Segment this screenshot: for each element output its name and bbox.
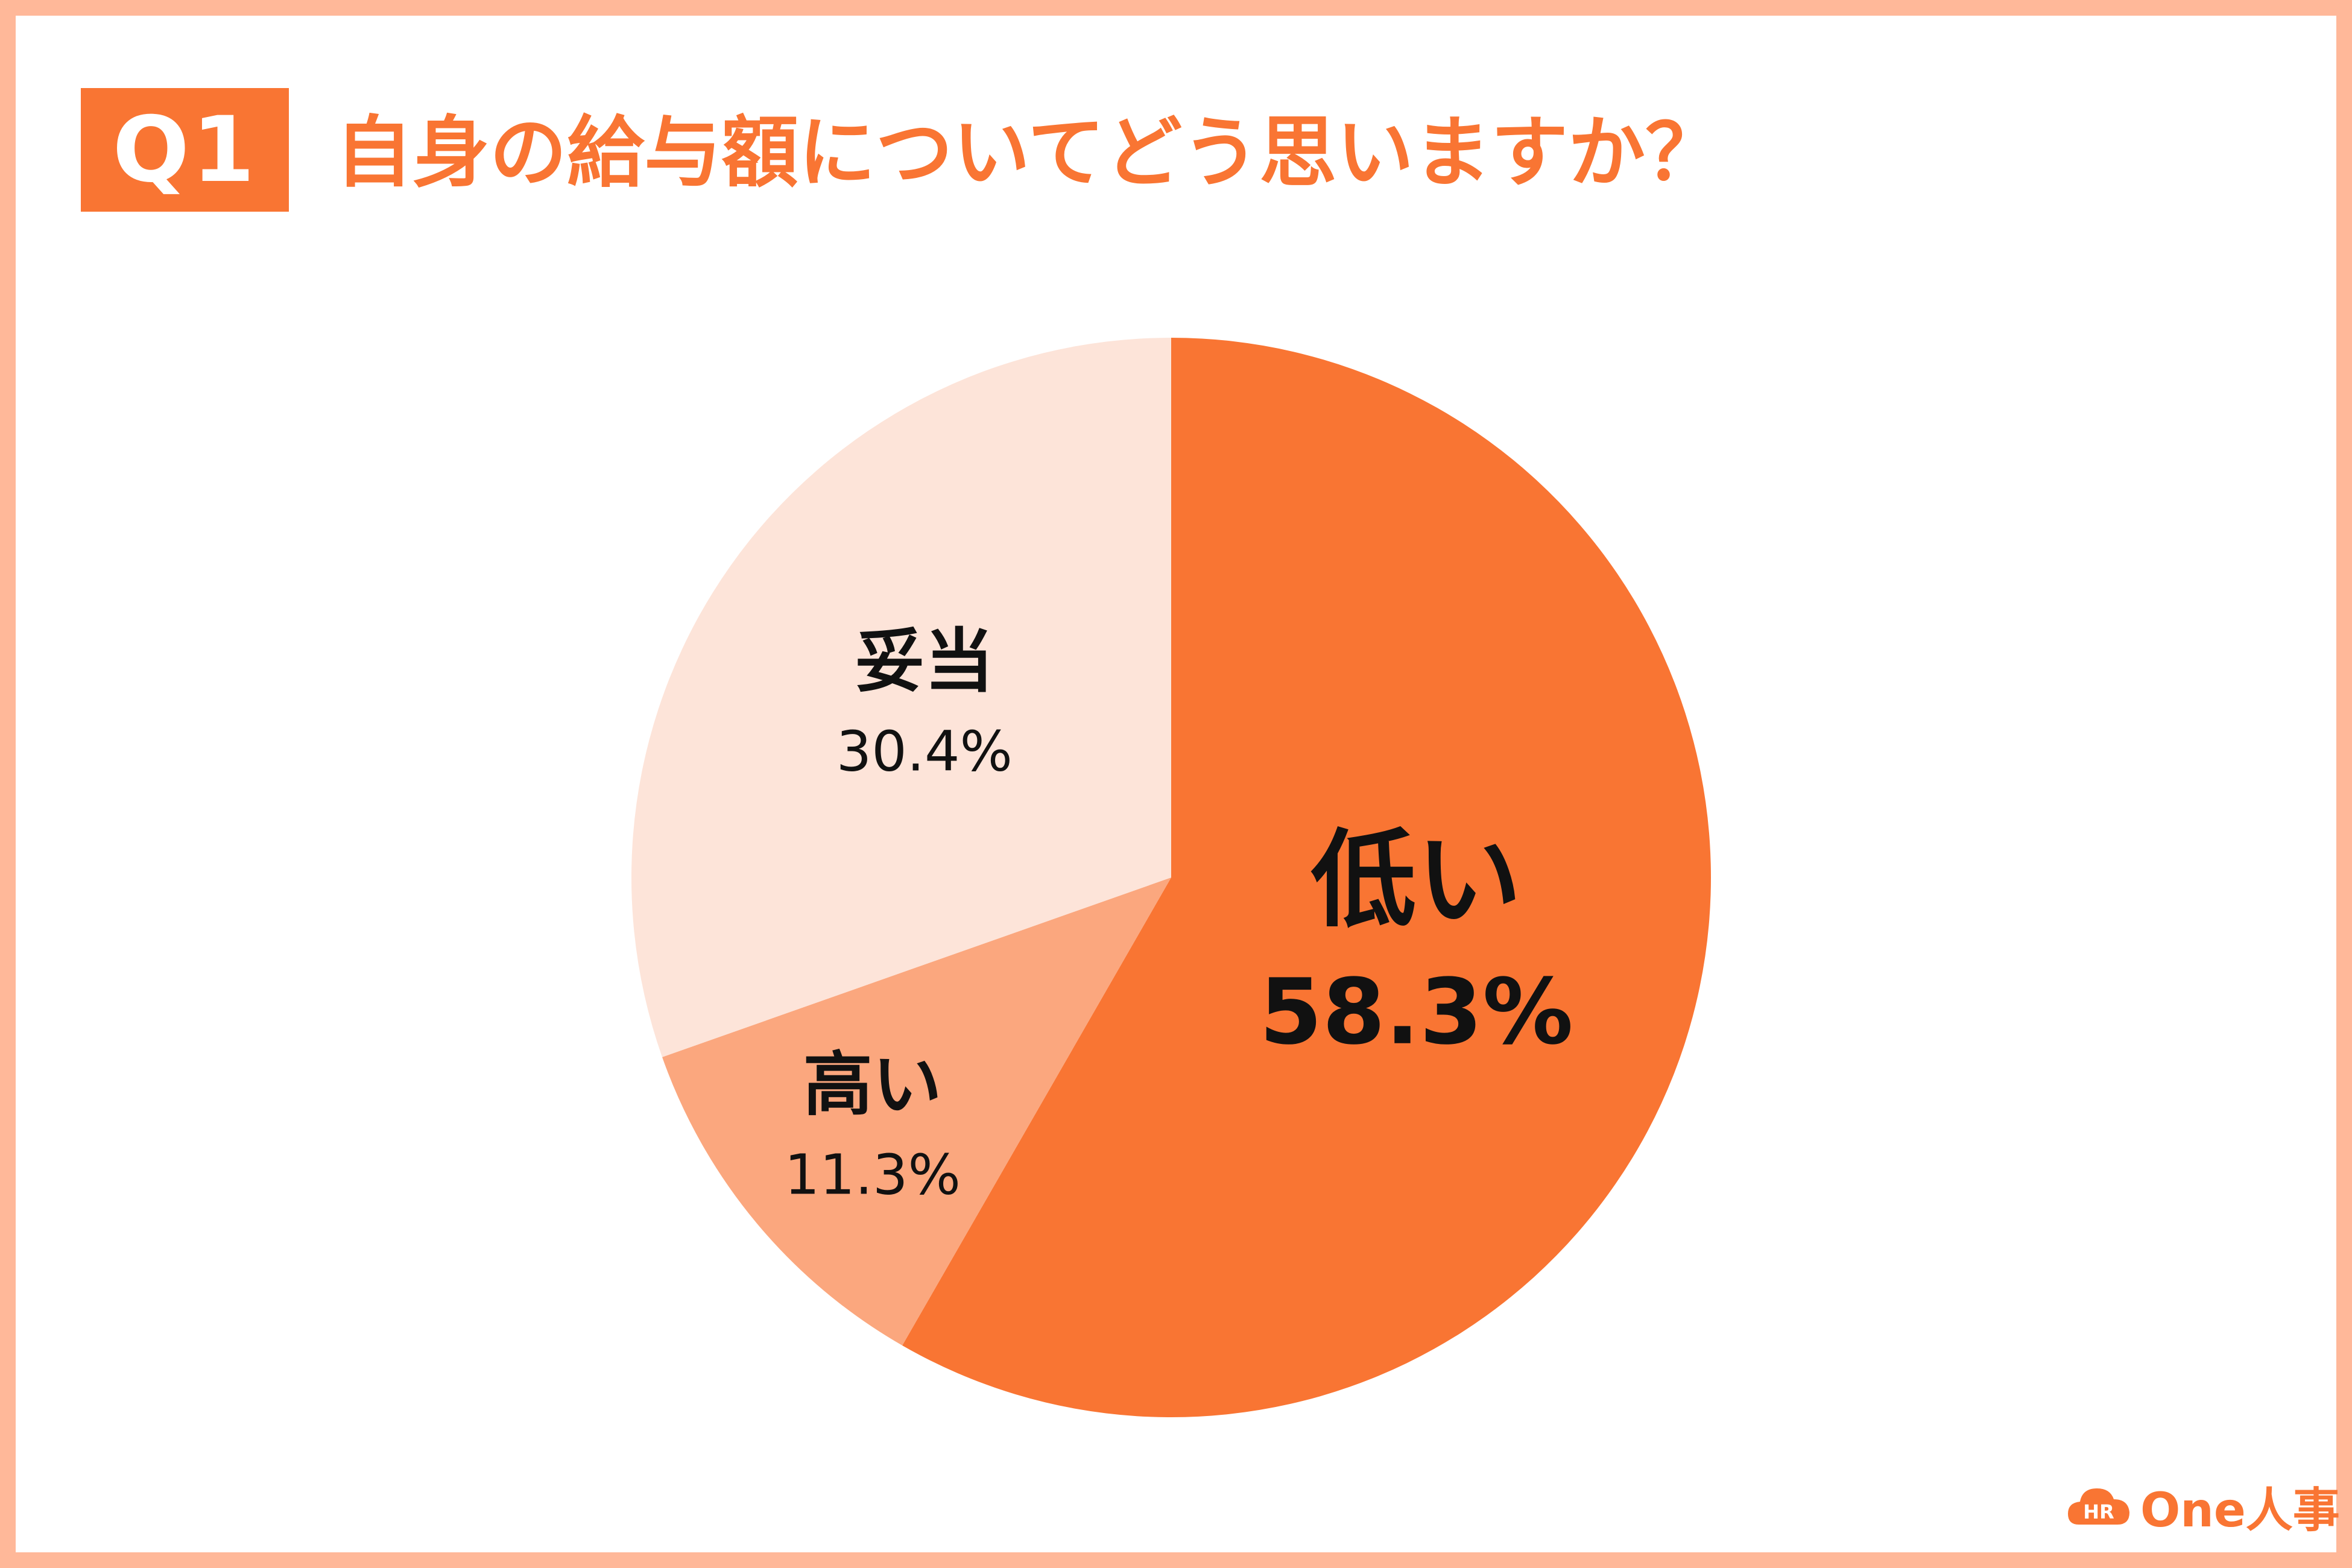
- question-title: 自身の給与額についてどう思いますか？: [335, 108, 1723, 198]
- hr-icon-text: HR: [2083, 1500, 2114, 1523]
- brand-logo: HR One人事: [2066, 1476, 2340, 1538]
- pie-slice-3: [631, 338, 1171, 1057]
- slice-label-3: 妥当: [855, 621, 994, 702]
- pie-slice-2: [662, 877, 1171, 1346]
- pie-slices: [631, 338, 1712, 1418]
- slice-value-2: 11.3%: [785, 1142, 961, 1207]
- pie-slice-1: [902, 338, 1712, 1418]
- hr-cloud-icon: HR: [2068, 1488, 2129, 1525]
- slice-label-1: 低い: [1310, 820, 1522, 942]
- pie-labels: 低い 58.3% 高い 11.3% 妥当 30.4%: [785, 621, 1573, 1207]
- slice-value-3: 30.4%: [836, 719, 1013, 784]
- brand-name: One人事: [2140, 1484, 2340, 1538]
- slice-label-2: 高い: [803, 1045, 942, 1125]
- slice-value-1: 58.3%: [1259, 960, 1573, 1065]
- question-number-badge: Q1: [81, 88, 289, 212]
